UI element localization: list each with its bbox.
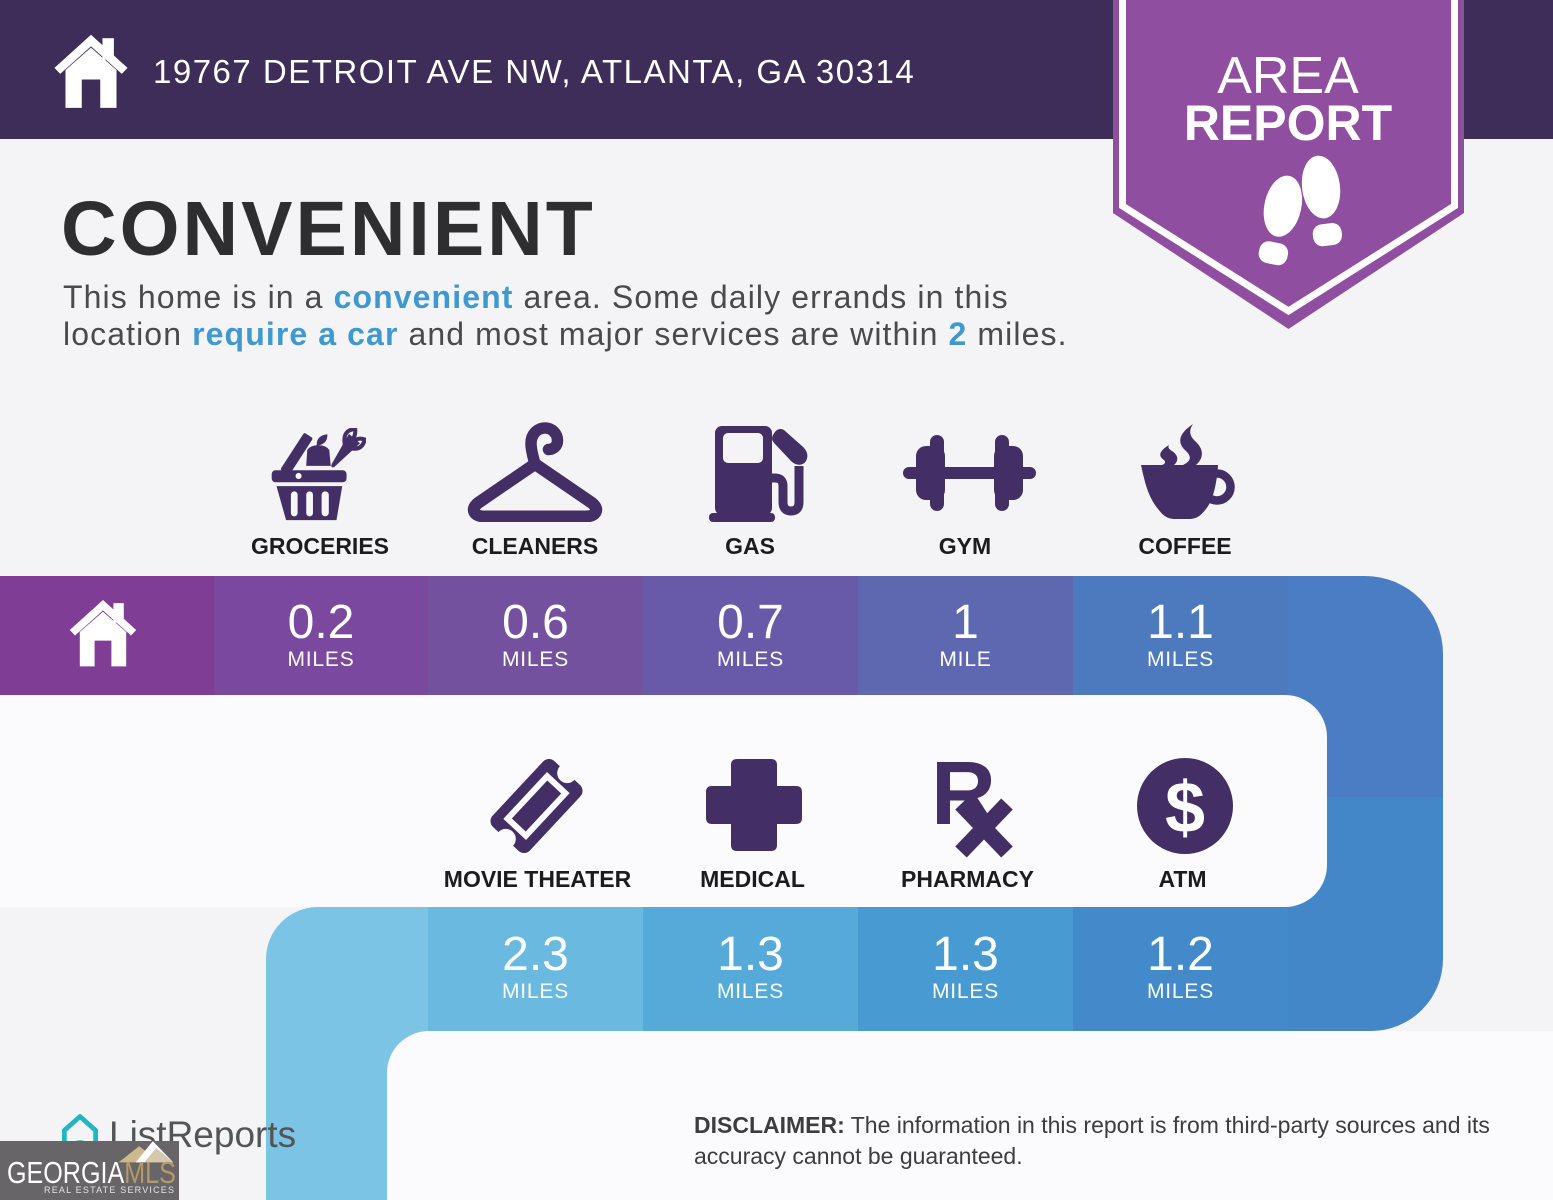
svg-text:$: $: [1165, 768, 1205, 848]
svg-text:AREA: AREA: [1217, 47, 1359, 105]
svg-text:REPORT: REPORT: [1184, 95, 1392, 151]
